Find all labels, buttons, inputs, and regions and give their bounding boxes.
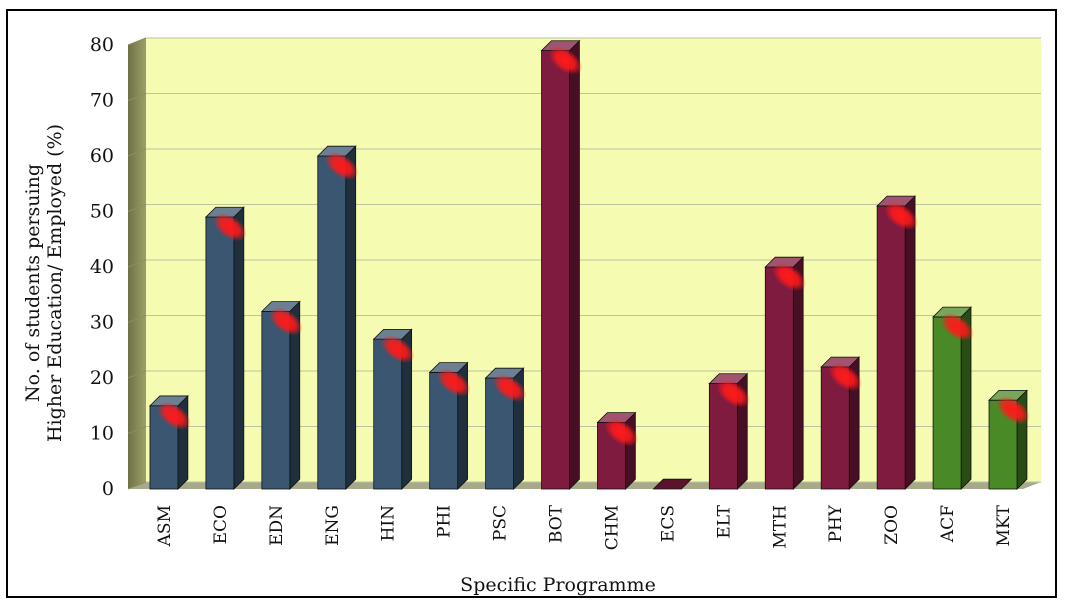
bar-side-face (233, 206, 245, 490)
x-tick-label: BOT (547, 504, 567, 543)
bar-front-face (205, 216, 235, 490)
bar (484, 367, 527, 490)
bar-highlight (269, 307, 303, 336)
x-tick-label: ECS (658, 505, 678, 542)
x-axis-title: Specific Programme (460, 574, 656, 596)
bar-front-face (541, 50, 570, 490)
bar (316, 145, 359, 490)
y-tick-label: 70 (90, 90, 114, 112)
bar (148, 394, 191, 490)
gridline-side (127, 204, 147, 212)
bar-side-face (345, 145, 357, 490)
bar-highlight (213, 212, 247, 242)
bar (876, 195, 918, 490)
bar (988, 389, 1030, 490)
x-tick-label: HIN (379, 505, 399, 542)
bar (708, 372, 751, 490)
x-tick-label: PHY (826, 504, 846, 542)
x-tick-label: EDN (267, 505, 287, 546)
gridline-side (127, 426, 147, 434)
bar-highlight (324, 151, 359, 181)
gridline-side (127, 315, 147, 323)
bar-highlight (716, 379, 751, 408)
bar-side-face (569, 39, 580, 490)
bar-front-face (932, 316, 962, 490)
bar (764, 256, 807, 490)
gridline-side (127, 93, 147, 101)
gridline-side (127, 259, 147, 268)
bar (260, 300, 303, 490)
bar (428, 361, 471, 490)
y-tick-label: 80 (90, 34, 114, 56)
bar-front-face (373, 338, 403, 490)
bar-front-face (764, 266, 794, 490)
bar-highlight (157, 401, 191, 430)
bar-highlight (940, 312, 974, 342)
bar-highlight (548, 46, 583, 75)
x-tick-label: CHM (602, 505, 622, 550)
x-tick-label: ACF (938, 505, 958, 543)
y-tick-label: 20 (90, 367, 114, 389)
y-axis-title-line-2: Higher Education/ Employed (%) (44, 124, 66, 442)
bar-chart: 0 10 20 30 40 50 60 70 80 ASM ECO EDN ENG HIN PHI PSC BO… (22, 34, 1041, 596)
bar-side-face (792, 256, 804, 490)
bar-top-face (652, 478, 693, 490)
x-tick-label: PSC (491, 505, 511, 541)
bar-front-face (261, 310, 291, 490)
bar (652, 478, 693, 490)
bar (596, 411, 639, 490)
bar-highlight (772, 262, 807, 292)
y-tick-label: 60 (90, 145, 114, 167)
bar-highlight (436, 368, 471, 397)
chart-frame: 0 10 20 30 40 50 60 70 80 ASM ECO EDN ENG HIN PHI PSC BO… (6, 9, 1057, 598)
bar-highlight (996, 396, 1030, 425)
bar (372, 328, 415, 490)
bar-highlight (884, 201, 918, 231)
y-tick-label: 50 (90, 201, 114, 223)
gridline-side (127, 148, 147, 157)
x-tick-label: PHI (435, 505, 455, 538)
gridline-side (127, 481, 147, 490)
bar-front-face (485, 377, 514, 490)
bar-side-face (904, 195, 916, 490)
gridline-side (127, 370, 147, 379)
x-tick-label: MTH (770, 505, 790, 549)
bar-front-face (876, 205, 906, 490)
y-tick-label: 0 (102, 478, 114, 500)
bar (932, 306, 974, 490)
y-tick-label: 40 (90, 256, 114, 278)
gridline-side (127, 37, 147, 46)
bar-highlight (380, 335, 415, 364)
y-axis-title-line-1: No. of students persuing (22, 164, 44, 402)
bar (540, 39, 583, 490)
y-tick-label: 10 (90, 423, 114, 445)
y-tick-label: 30 (90, 312, 114, 334)
x-tick-label: ELT (714, 504, 734, 538)
x-tick-label: MKT (994, 504, 1014, 546)
bar-front-face (317, 155, 347, 490)
x-tick-label: ECO (211, 505, 231, 544)
bar-highlight (828, 362, 863, 392)
x-tick-label: ZOO (882, 505, 902, 545)
plot-floor (128, 482, 1041, 489)
bar-highlight (604, 418, 639, 447)
x-tick-label: ENG (323, 505, 343, 546)
bar (820, 356, 863, 490)
bar-highlight (492, 373, 527, 403)
x-tick-label: ASM (155, 505, 175, 547)
bar (204, 206, 247, 490)
